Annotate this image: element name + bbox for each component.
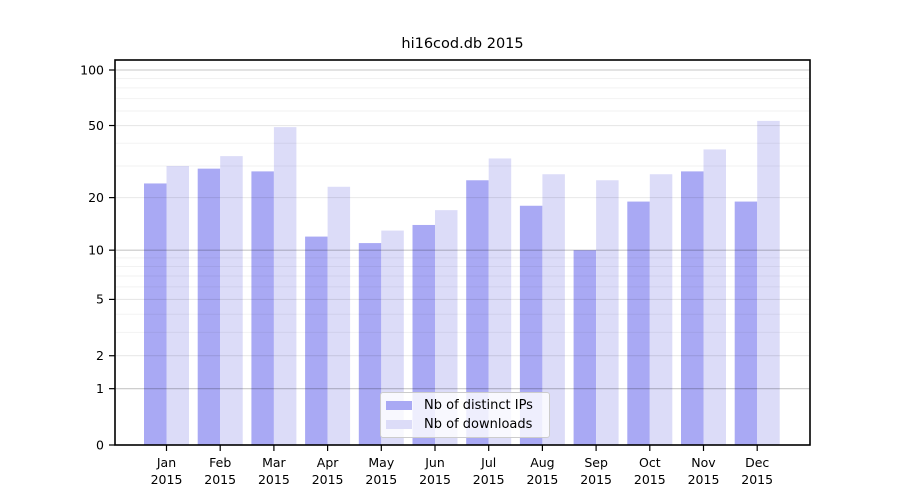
y-tick-label: 10 bbox=[88, 242, 104, 257]
bar-downloads-oct bbox=[649, 174, 673, 445]
bar-downloads-jul bbox=[488, 158, 512, 446]
bar-distinct-ips-oct bbox=[627, 201, 650, 445]
chart-title: hi16cod.db 2015 bbox=[401, 36, 524, 52]
x-tick-label: Nov 2015 bbox=[688, 455, 720, 487]
bar-downloads-may bbox=[381, 230, 404, 445]
legend: Nb of distinct IPs Nb of downloads bbox=[380, 392, 550, 438]
bar-distinct-ips-jun bbox=[412, 224, 435, 445]
bar-downloads-dec bbox=[757, 120, 780, 446]
legend-label-downloads: Nb of downloads bbox=[424, 417, 533, 432]
bar-distinct-ips-aug bbox=[519, 205, 543, 445]
bar-distinct-ips-jul bbox=[466, 180, 489, 445]
y-tick-label: 0 bbox=[96, 437, 104, 452]
bar-downloads-sep bbox=[596, 180, 619, 445]
x-tick-label: Jan 2015 bbox=[151, 455, 183, 487]
bar-distinct-ips-mar bbox=[251, 171, 274, 446]
y-tick-label: 20 bbox=[88, 190, 104, 205]
legend-swatch-downloads bbox=[386, 420, 412, 429]
bar-distinct-ips-feb bbox=[197, 168, 221, 445]
x-tick-label: Mar 2015 bbox=[258, 455, 290, 487]
legend-swatch-distinct-ips bbox=[386, 401, 412, 410]
bar-downloads-jun bbox=[435, 210, 458, 445]
y-tick-label: 2 bbox=[96, 348, 104, 363]
x-tick-label: Feb 2015 bbox=[204, 455, 236, 487]
x-tick-label: Apr 2015 bbox=[312, 455, 344, 487]
plot-frame bbox=[114, 59, 811, 446]
legend-item-downloads: Nb of downloads bbox=[386, 415, 543, 434]
bar-distinct-ips-nov bbox=[681, 171, 704, 446]
legend-label-distinct-ips: Nb of distinct IPs bbox=[424, 398, 533, 413]
x-tick-label: Sep 2015 bbox=[580, 455, 612, 487]
y-tick-label: 50 bbox=[88, 118, 104, 133]
bar-distinct-ips-jan bbox=[144, 183, 167, 446]
y-tick-label: 1 bbox=[96, 381, 104, 396]
y-tick-label: 100 bbox=[80, 62, 104, 77]
x-tick-label: Dec 2015 bbox=[741, 455, 773, 487]
bar-downloads-aug bbox=[542, 174, 565, 445]
bar-distinct-ips-sep bbox=[573, 250, 597, 445]
bar-downloads-apr bbox=[327, 186, 351, 445]
legend-item-distinct-ips: Nb of distinct IPs bbox=[386, 396, 543, 415]
bar-downloads-jan bbox=[166, 165, 189, 445]
x-tick-label: Aug 2015 bbox=[526, 455, 558, 487]
y-tick-label: 5 bbox=[96, 292, 104, 307]
x-tick-label: Oct 2015 bbox=[634, 455, 666, 487]
bar-distinct-ips-dec bbox=[734, 201, 758, 445]
bar-distinct-ips-apr bbox=[305, 236, 328, 445]
bar-downloads-mar bbox=[273, 127, 297, 445]
x-tick-label: May 2015 bbox=[365, 455, 397, 487]
bar-distinct-ips-may bbox=[358, 243, 382, 445]
x-tick-label: Jun 2015 bbox=[419, 455, 451, 487]
bar-downloads-nov bbox=[703, 149, 726, 446]
bar-downloads-feb bbox=[220, 156, 243, 445]
x-tick-label: Jul 2015 bbox=[473, 455, 505, 487]
